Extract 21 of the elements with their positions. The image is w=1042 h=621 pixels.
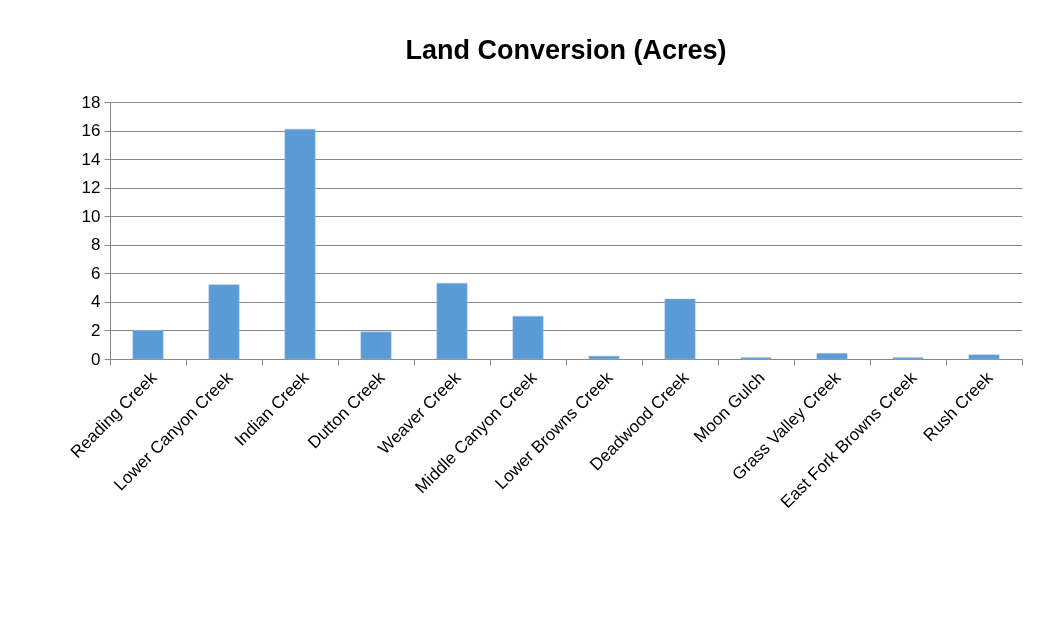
chart-title: Land Conversion (Acres) bbox=[405, 35, 727, 65]
bar bbox=[664, 298, 696, 360]
y-tick-label: 4 bbox=[91, 292, 101, 312]
y-tick-label: 6 bbox=[91, 263, 101, 283]
bar bbox=[360, 331, 392, 360]
bar bbox=[208, 284, 240, 360]
y-tick-label: 12 bbox=[81, 178, 101, 198]
y-tick-label: 2 bbox=[91, 320, 101, 340]
bar bbox=[284, 128, 316, 360]
bar bbox=[816, 353, 848, 360]
bar bbox=[436, 283, 468, 360]
bar bbox=[588, 355, 620, 360]
bar bbox=[968, 354, 1000, 360]
y-tick-label: 16 bbox=[81, 121, 101, 141]
bar bbox=[512, 315, 544, 360]
y-tick-label: 0 bbox=[91, 349, 101, 369]
bar bbox=[132, 330, 164, 360]
y-tick-label: 8 bbox=[91, 235, 101, 255]
y-tick-label: 14 bbox=[81, 149, 101, 169]
y-tick-label: 18 bbox=[81, 92, 101, 112]
y-tick-label: 10 bbox=[81, 206, 101, 226]
